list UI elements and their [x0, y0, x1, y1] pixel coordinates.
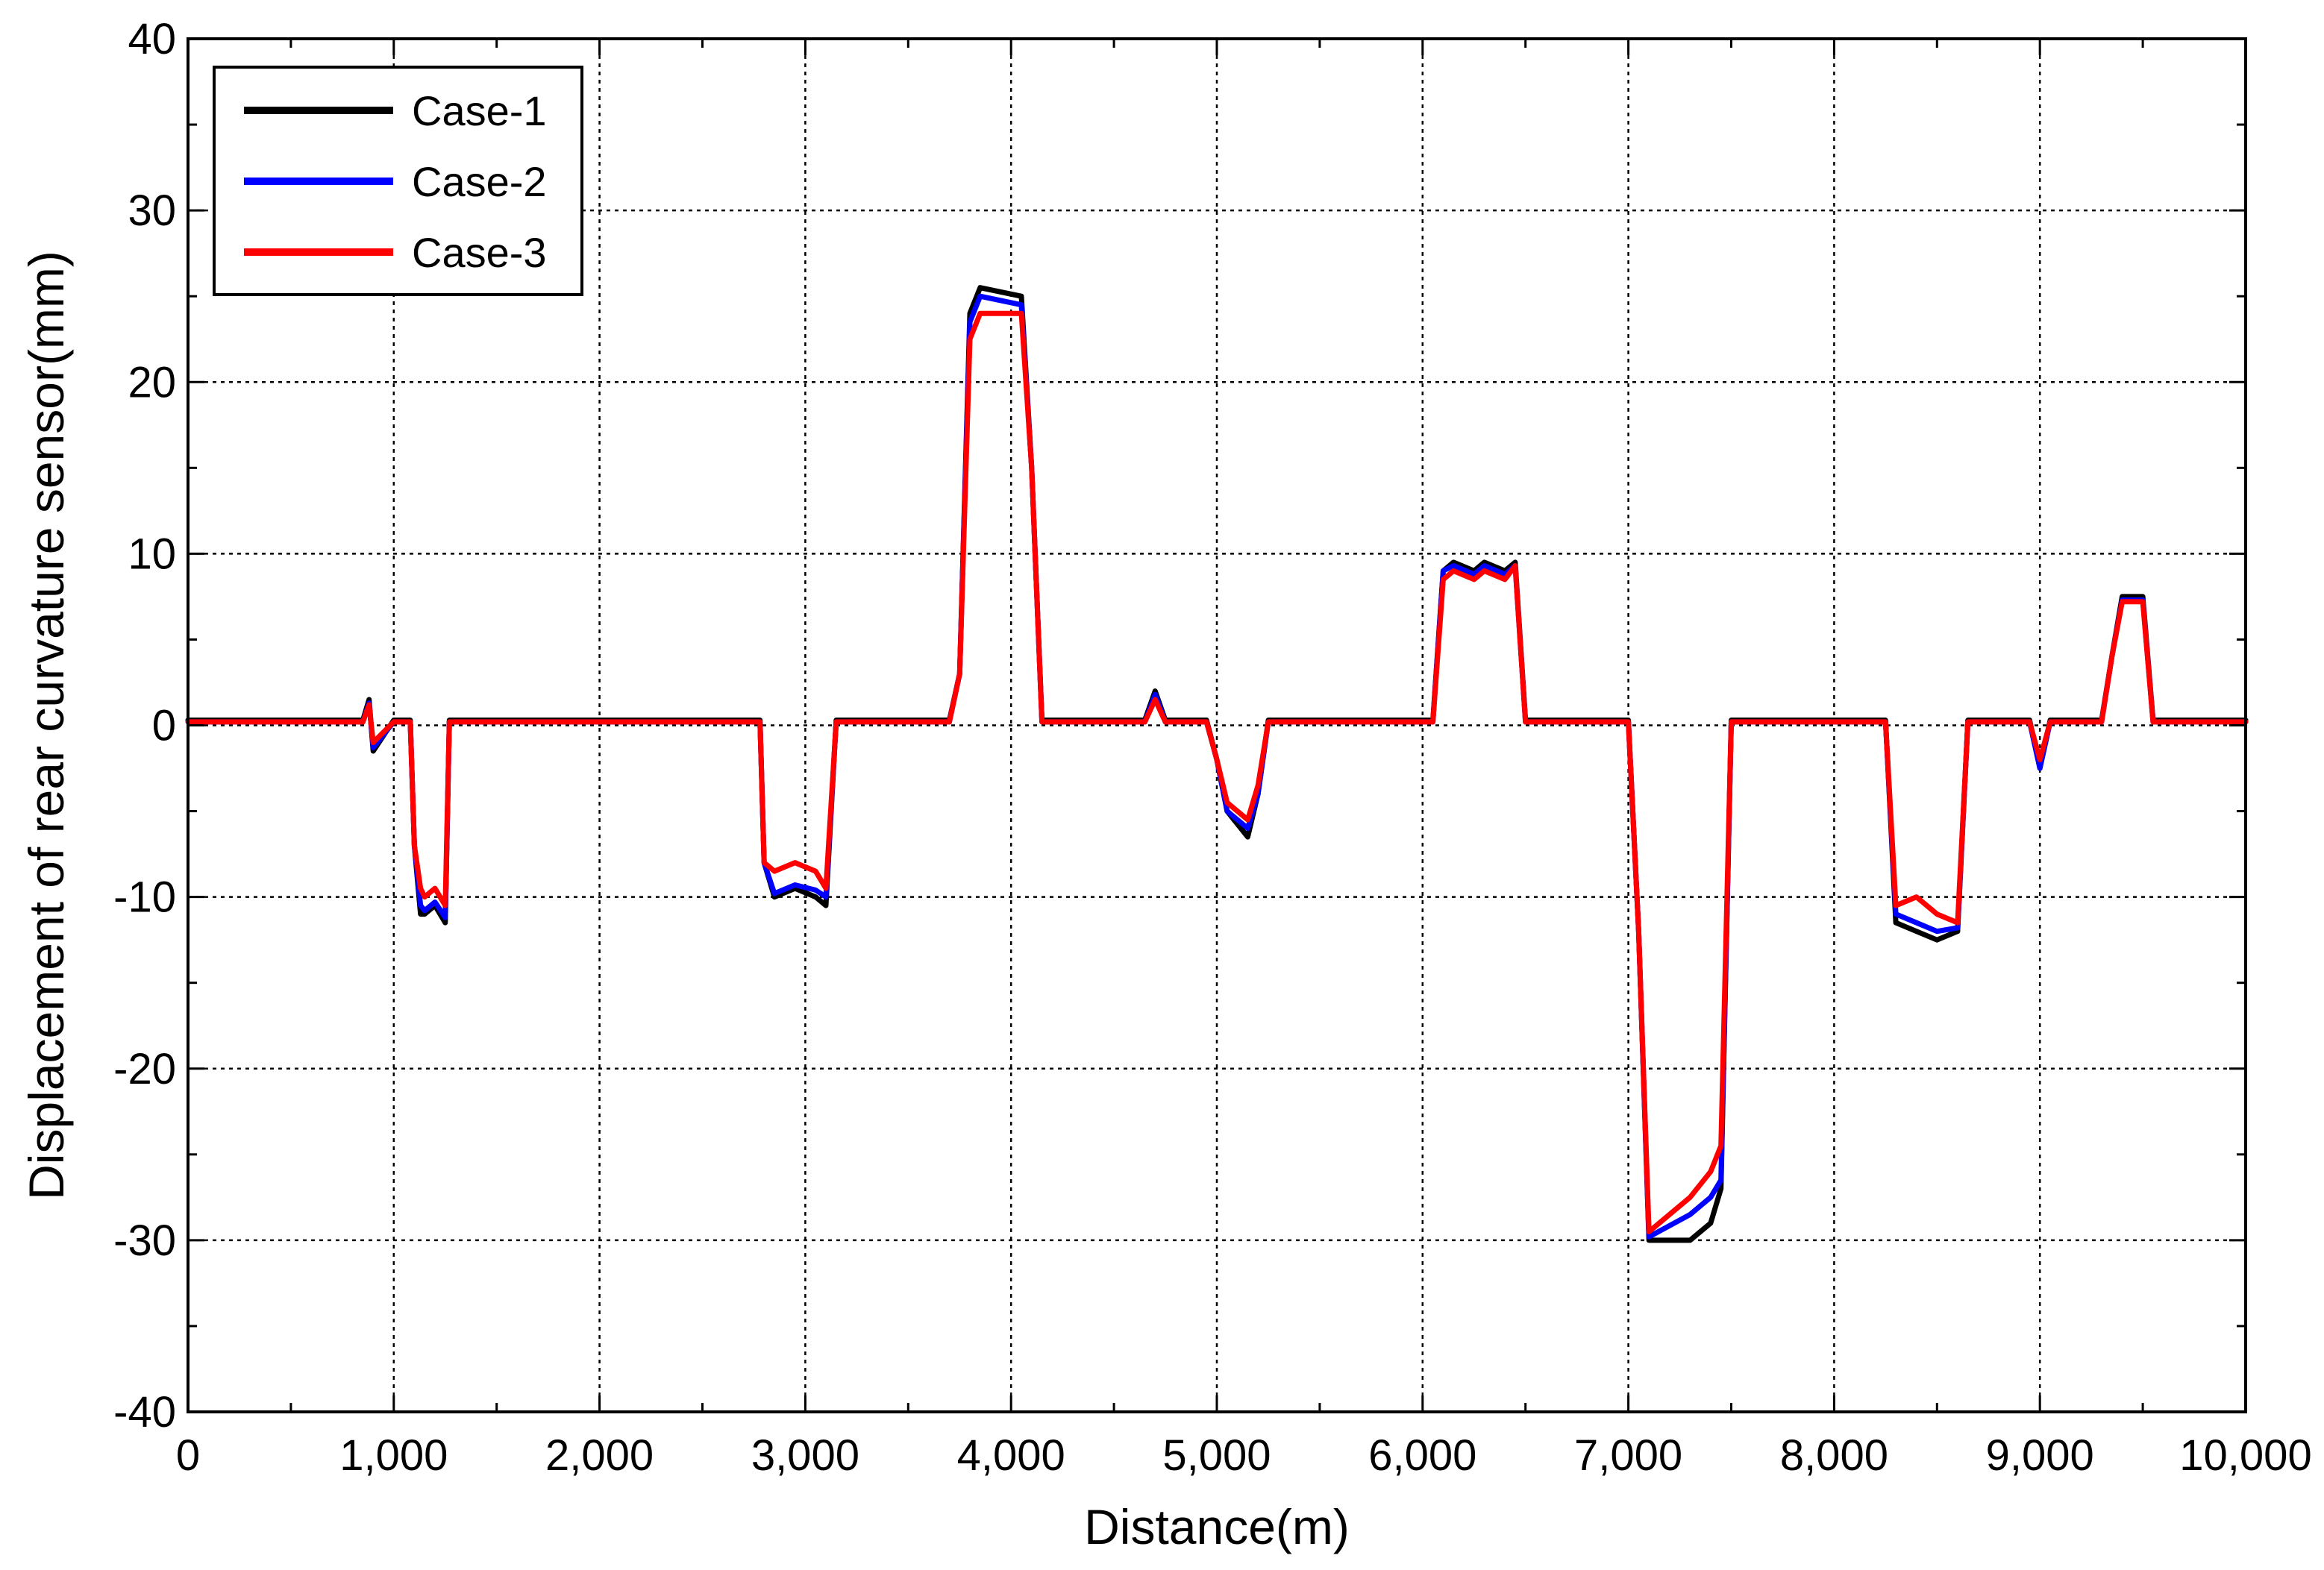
y-tick-label: 40	[128, 15, 176, 63]
legend-label-case-3: Case-3	[412, 229, 547, 276]
x-tick-label: 9,000	[1986, 1431, 2094, 1480]
grid	[188, 39, 2246, 1412]
y-tick-label: -10	[113, 873, 176, 922]
x-tick-label: 0	[176, 1431, 200, 1480]
y-tick-label: -40	[113, 1388, 176, 1436]
ticks	[187, 37, 2247, 1413]
x-tick-label: 3,000	[751, 1431, 859, 1480]
y-tick-label: -30	[113, 1216, 176, 1265]
legend-label-case-2: Case-2	[412, 158, 547, 205]
x-tick-label: 6,000	[1368, 1431, 1476, 1480]
legend: Case-1 Case-2 Case-3	[213, 66, 583, 296]
x-tick-label: 4,000	[957, 1431, 1065, 1480]
y-tick-label: 10	[128, 530, 176, 578]
y-tick-label: 20	[128, 358, 176, 406]
y-tick-label: 0	[152, 702, 176, 750]
series-line-case-3	[185, 310, 2249, 1234]
x-tick-label: 8,000	[1780, 1431, 1888, 1480]
x-tick-label: 5,000	[1162, 1431, 1271, 1480]
y-axis-title: Displacement of rear curvature sensor(mm…	[19, 251, 74, 1200]
x-axis-title: Distance(m)	[1084, 1499, 1350, 1554]
x-tick-label: 7,000	[1574, 1431, 1682, 1480]
y-tick-label: 30	[128, 186, 176, 235]
x-tick-label: 2,000	[545, 1431, 654, 1480]
series-group	[185, 285, 2249, 1243]
x-tick-label: 1,000	[339, 1431, 448, 1480]
y-tick-label: -20	[113, 1045, 176, 1093]
legend-label-case-1: Case-1	[412, 87, 547, 134]
tick-labels: 0 1,000 2,000 3,000 4,000 5,000 6,000 7,000 8,00…	[113, 15, 2312, 1480]
x-tick-label: 10,000	[2179, 1431, 2311, 1480]
